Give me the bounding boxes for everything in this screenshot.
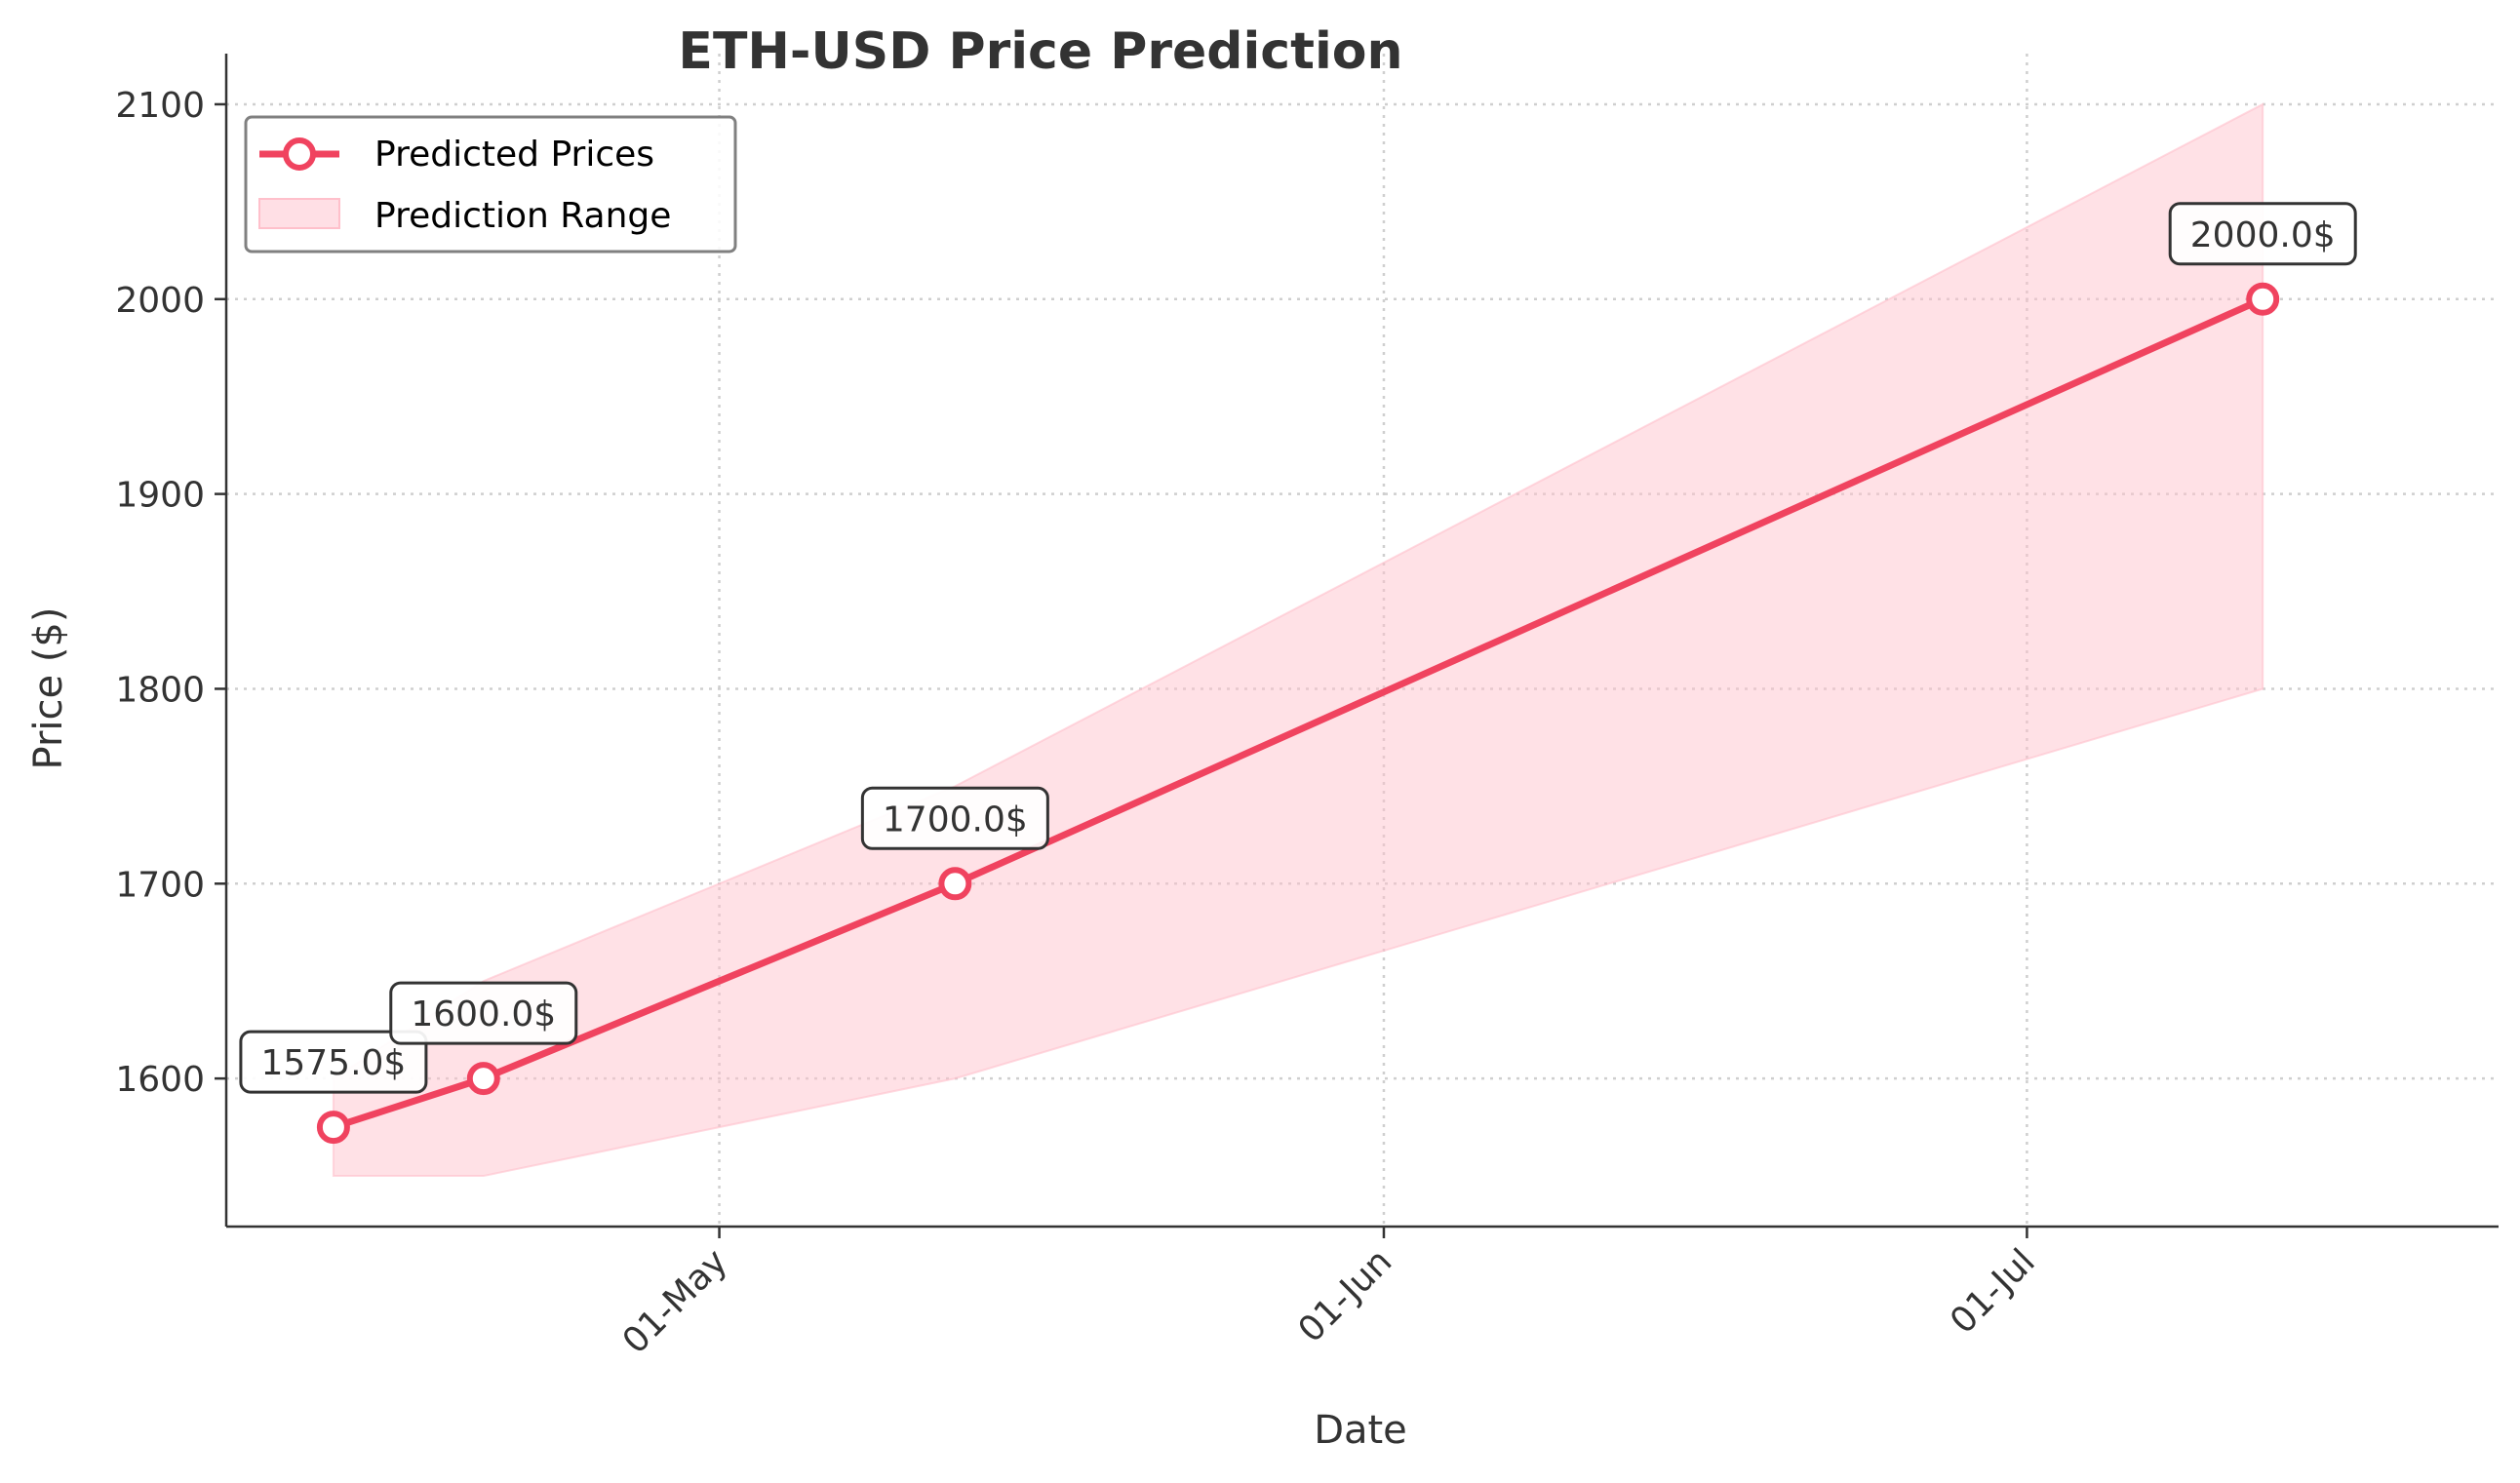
data-label-text: 1575.0$: [260, 1043, 406, 1083]
x-tick-label: 01-Jul: [1943, 1241, 2043, 1342]
y-tick-label: 2000: [115, 281, 205, 321]
data-point-marker: [2246, 282, 2280, 316]
y-tick-label: 1700: [115, 865, 205, 905]
data-label: 1600.0$: [389, 981, 578, 1045]
label-layer: 1575.0$1600.0$ 1700.0$ 2000.0$: [239, 202, 2357, 1094]
data-label: 2000.0$: [2168, 202, 2357, 266]
legend-frame: [244, 115, 737, 254]
y-tick-label: 1600: [115, 1060, 205, 1100]
data-label-box: [860, 786, 1049, 850]
legend-label-predicted: Predicted Prices: [374, 135, 654, 175]
legend-label-range: Prediction Range: [374, 196, 671, 236]
marker-layer: [316, 282, 2280, 1145]
x-tick-label: 01-Jun: [1291, 1241, 1400, 1350]
data-label-text: 1700.0$: [883, 800, 1028, 839]
y-tick-label: 1900: [115, 476, 205, 516]
predicted-prices-line: [332, 295, 2264, 1131]
data-point-marker: [938, 867, 972, 901]
y-axis-label: Price ($): [26, 607, 71, 770]
y-tick-label: 1800: [115, 670, 205, 710]
chart-title: ETH-USD Price Prediction: [678, 22, 1402, 81]
x-tick-label: 01-May: [615, 1241, 735, 1361]
legend: Predicted Prices Prediction Range: [244, 115, 737, 254]
data-label-text: 2000.0$: [2190, 215, 2336, 255]
data-label: 1700.0$: [860, 786, 1049, 850]
x-axis-label: Date: [1314, 1408, 1407, 1453]
line-layer: [332, 295, 2264, 1131]
data-label-text: 1600.0$: [411, 995, 556, 1034]
data-label-box: [389, 981, 578, 1045]
range-layer: [332, 102, 2264, 1178]
data-point-marker: [316, 1111, 350, 1145]
data-label: 1575.0$: [239, 1030, 428, 1094]
data-point-marker: [466, 1062, 500, 1096]
prediction-range-band: [332, 102, 2264, 1178]
legend-range-swatch: [258, 198, 340, 229]
data-label-box: [239, 1030, 428, 1094]
legend-marker-swatch: [283, 137, 316, 171]
data-label-box: [2168, 202, 2357, 266]
y-tick-label: 2100: [115, 86, 205, 126]
